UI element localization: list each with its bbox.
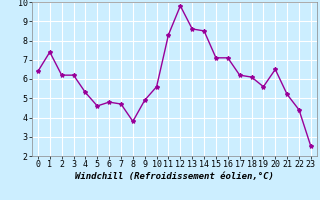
X-axis label: Windchill (Refroidissement éolien,°C): Windchill (Refroidissement éolien,°C) — [75, 172, 274, 181]
